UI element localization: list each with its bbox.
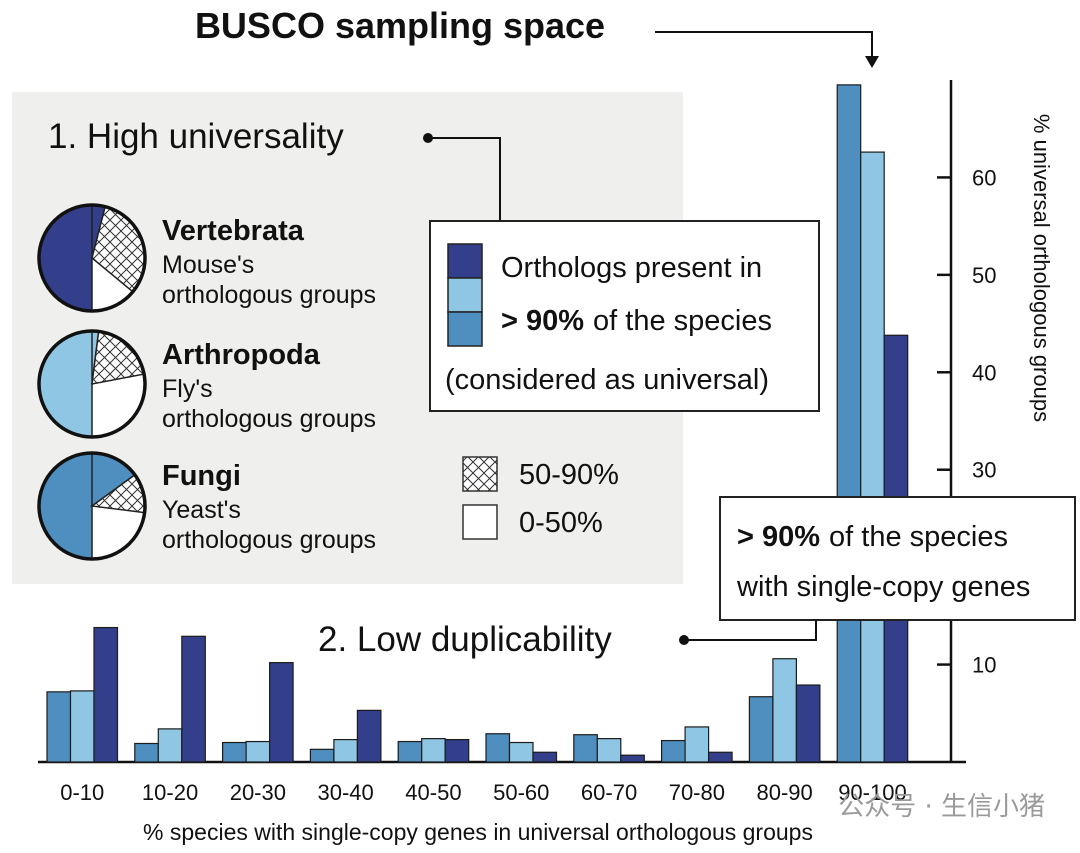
bar-fungi-90-100 — [836, 84, 862, 763]
universality-title: 1. High universality — [48, 117, 344, 156]
legend-orthologs-line2: > 90% of the species — [501, 305, 772, 337]
y-tick-label-40: 40 — [972, 360, 996, 385]
bar-fungi-50-60 — [485, 733, 511, 763]
x-tick-label-80-90: 80-90 — [757, 780, 813, 805]
x-tick-label-0-10: 0-10 — [60, 780, 104, 805]
legend-hatch-label: 50-90% — [519, 459, 619, 491]
y-tick-label-50: 50 — [972, 263, 996, 288]
bar-vertebrata-60-70 — [620, 754, 645, 763]
pie-sublabel-fungi-2: orthologous groups — [162, 526, 376, 554]
bar-fungi-80-90 — [748, 696, 774, 763]
chart-title: BUSCO sampling space — [195, 5, 605, 46]
x-tick-label-70-80: 70-80 — [669, 780, 725, 805]
bar-fungi-0-10 — [46, 691, 72, 763]
legend-swatch-vertebrata — [447, 243, 483, 279]
bar-vertebrata-50-60 — [532, 751, 558, 763]
bar-fungi-60-70 — [573, 734, 598, 763]
bar-arthropoda-10-20 — [157, 728, 183, 763]
pie-label-vertebrata: Vertebrata — [162, 215, 305, 247]
bar-arthropoda-0-10 — [69, 690, 95, 763]
bar-arthropoda-90-100 — [860, 151, 885, 763]
legend-white-label: 0-50% — [519, 507, 603, 539]
bar-arthropoda-70-80 — [684, 726, 710, 763]
pie-sublabel-arthropoda-1: Fly's — [162, 375, 213, 403]
y-tick-label-60: 60 — [972, 165, 996, 190]
x-tick-label-90-100: 90-100 — [838, 780, 907, 805]
single-copy-rest: of the species — [829, 521, 1008, 553]
pie-sublabel-fungi-1: Yeast's — [162, 496, 241, 524]
single-copy-line2: with single-copy genes — [736, 571, 1030, 603]
pie-sublabel-vertebrata-2: orthologous groups — [162, 281, 376, 309]
y-axis-label: % universal orthologous groups — [1029, 114, 1054, 422]
duplicability-connector — [684, 620, 817, 641]
orthologs-legend-box — [429, 220, 820, 412]
pie-sublabel-arthropoda-2: orthologous groups — [162, 405, 376, 433]
bar-arthropoda-80-90 — [772, 658, 798, 763]
bar-fungi-10-20 — [134, 742, 159, 763]
bar-vertebrata-10-20 — [181, 635, 206, 763]
pie-arthropoda — [37, 329, 147, 439]
duplicability-title: 2. Low duplicability — [318, 620, 612, 659]
bar-vertebrata-20-30 — [269, 662, 294, 763]
pie-outline-arthropoda — [37, 329, 147, 439]
legend-hatch-swatch — [462, 456, 498, 492]
y-tick-label-10: 10 — [972, 653, 996, 678]
x-tick-label-40-50: 40-50 — [405, 780, 461, 805]
legend-orthologs-line3: (considered as universal) — [445, 364, 769, 396]
x-tick-label-60-70: 60-70 — [581, 780, 637, 805]
x-tick-label-20-30: 20-30 — [230, 780, 286, 805]
x-tick-label-50-60: 50-60 — [493, 780, 549, 805]
legend-white-swatch — [462, 504, 498, 540]
legend-orthologs-rest: of the species — [593, 305, 772, 337]
bar-arthropoda-20-30 — [245, 740, 271, 763]
pie-fungi — [37, 451, 147, 561]
pie-group — [37, 203, 147, 561]
bar-arthropoda-30-40 — [333, 738, 358, 763]
single-copy-box — [719, 496, 1076, 621]
bar-arthropoda-60-70 — [596, 738, 622, 763]
pie-sublabel-vertebrata-1: Mouse's — [162, 251, 254, 279]
x-axis-label: % species with single-copy genes in univ… — [143, 819, 813, 845]
bar-vertebrata-30-40 — [356, 709, 382, 763]
x-tick-label-10-20: 10-20 — [142, 780, 198, 805]
bar-vertebrata-40-50 — [444, 738, 470, 763]
bar-vertebrata-0-10 — [93, 626, 119, 763]
bar-arthropoda-40-50 — [421, 738, 446, 763]
pie-label-fungi: Fungi — [162, 460, 241, 492]
single-copy-line1: > 90% of the species — [737, 521, 1008, 553]
legend-swatch-fungi — [447, 311, 483, 347]
bar-fungi-20-30 — [222, 741, 247, 763]
x-axis-tick-labels: 0-10 10-20 20-30 30-40 40-50 50-60 60-70 70-80 8… — [60, 780, 906, 805]
bar-fungi-70-80 — [660, 739, 686, 763]
title-arrow-line — [655, 31, 873, 60]
watermark-text: 公众号 · 生信小猪 — [838, 792, 1045, 822]
universality-connector — [428, 137, 501, 220]
title-arrowhead — [865, 56, 879, 68]
pie-label-arthropoda: Arthropoda — [162, 339, 321, 371]
pie-outline-fungi — [37, 451, 147, 561]
bar-fungi-30-40 — [309, 748, 335, 763]
pie-vertebrata — [37, 203, 147, 313]
single-copy-bold: > 90% — [737, 521, 820, 553]
x-tick-label-30-40: 30-40 — [318, 780, 374, 805]
y-tick-label-30: 30 — [972, 458, 996, 483]
legend-swatch-arthropoda — [447, 277, 483, 313]
pie-outline-vertebrata — [37, 203, 147, 313]
y-axis-ticks: 10 30 40 50 60 — [937, 165, 996, 678]
bar-arthropoda-50-60 — [508, 741, 534, 763]
bar-vertebrata-70-80 — [707, 751, 733, 763]
legend-orthologs-bold: > 90% — [501, 305, 584, 337]
bar-fungi-40-50 — [397, 740, 423, 763]
bar-vertebrata-80-90 — [795, 684, 821, 763]
legend-orthologs-line1: Orthologs present in — [501, 252, 762, 284]
